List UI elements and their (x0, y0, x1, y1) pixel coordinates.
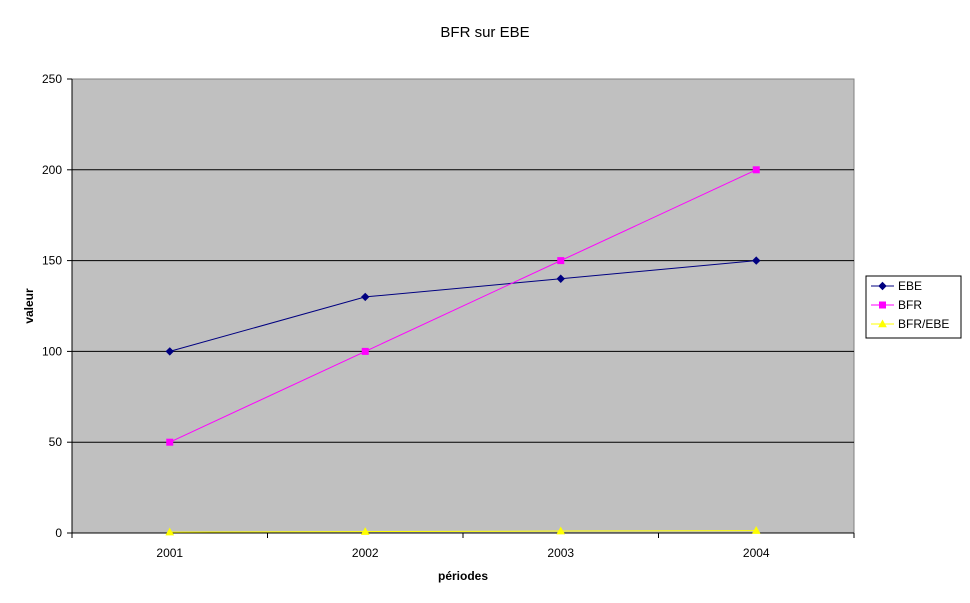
x-tick-label: 2001 (156, 546, 183, 560)
x-axis-title: périodes (438, 569, 488, 583)
y-tick-label: 100 (42, 344, 62, 358)
series-line-ebe (169, 260, 757, 352)
data-point-bfr-ebe (360, 527, 370, 535)
data-point-ebe (361, 292, 370, 302)
legend-label-bfr: BFR (898, 298, 922, 312)
y-axis-title: valeur (22, 288, 36, 324)
chart-title: BFR sur EBE (440, 24, 529, 41)
y-tick-label: 250 (42, 72, 62, 86)
data-point-ebe (165, 347, 174, 356)
x-tick-label: 2004 (743, 546, 770, 560)
y-tick-label: 200 (42, 163, 62, 177)
legend-label-ebe: EBE (898, 279, 922, 293)
x-tick-label: 2003 (547, 546, 574, 560)
legend-marker-bfr-ebe (878, 319, 887, 328)
legend-marker-ebe (878, 281, 887, 291)
legend: EBE BFR BFR/EBE (865, 275, 962, 339)
y-tick-label: 150 (42, 254, 62, 268)
data-point-bfr (557, 257, 565, 265)
data-point-bfr (361, 347, 369, 355)
series-line-bfr-ebe (169, 530, 757, 533)
legend-marker-bfr (879, 301, 886, 309)
x-tick-label: 2002 (352, 546, 379, 560)
series-line-bfr (169, 169, 757, 443)
data-point-bfr-ebe (556, 526, 566, 535)
data-point-bfr-ebe (165, 527, 175, 536)
y-tick-label: 50 (49, 435, 63, 449)
legend-label-bfr-ebe: BFR/EBE (898, 317, 949, 331)
data-point-ebe (752, 256, 761, 265)
data-point-bfr-ebe (751, 526, 761, 534)
data-point-ebe (556, 274, 565, 283)
data-point-bfr (752, 166, 760, 174)
y-tick-label: 0 (55, 526, 62, 540)
data-point-bfr (166, 438, 174, 446)
